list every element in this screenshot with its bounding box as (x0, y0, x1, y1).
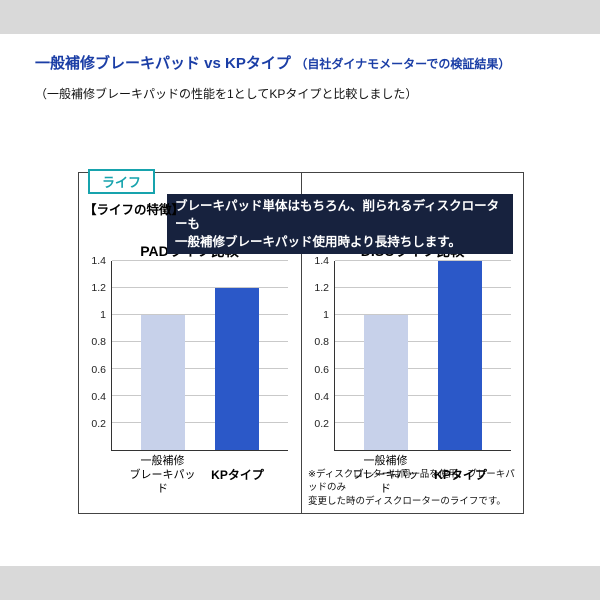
gridline (335, 287, 511, 288)
y-tick-label: 1 (100, 309, 106, 322)
pad-x-labels: 一般補修 ブレーキパッド KPタイプ (112, 455, 288, 496)
y-tick-label: 0.2 (91, 417, 106, 430)
y-tick-label: 1 (323, 309, 329, 322)
plot-area (111, 260, 288, 451)
y-tick-label: 0.8 (314, 336, 329, 349)
y-tick-label: 1.2 (314, 282, 329, 295)
y-tick-label: 0.4 (314, 390, 329, 403)
y-tick-label: 0.2 (314, 417, 329, 430)
x-label-kp: KPタイプ (434, 468, 487, 483)
gridline (112, 368, 288, 369)
gridline (112, 260, 288, 261)
gridline (112, 287, 288, 288)
pad-plot-wrap: 0.2 0.4 0.6 0.8 1 1.2 1.4 (79, 255, 300, 451)
y-tick-label: 0.6 (91, 363, 106, 376)
disc-life-chart: DISCライフ比較 0.20.40.60.811.21.4 一般補修 ブレーキパ… (302, 241, 523, 496)
gridline (335, 368, 511, 369)
top-gray-band (0, 0, 600, 34)
y-tick-label: 0.8 (91, 336, 106, 349)
disc-x-labels: 一般補修 ブレーキパッド KPタイプ (335, 455, 511, 496)
gridline (112, 314, 288, 315)
y-axis: 0.2 0.4 0.6 0.8 1 1.2 1.4 (302, 255, 334, 451)
y-tick-label: 0.4 (91, 390, 106, 403)
life-panel: ライフ 【ライフの特徴】 ブレーキパッド単体はもちろん、削られるディスクローター… (78, 169, 524, 514)
bar-standard-pad (141, 315, 185, 450)
bottom-gray-band (0, 566, 600, 600)
bar-kp-type (438, 261, 482, 450)
page-subtitle: （一般補修ブレーキパッドの性能を1としてKPタイプと比較しました） (35, 87, 418, 101)
y-axis: 0.2 0.4 0.6 0.8 1 1.2 1.4 (79, 255, 111, 451)
y-tick-label: 1.2 (91, 282, 106, 295)
gridline (335, 314, 511, 315)
gridline (112, 341, 288, 342)
disc-plot-wrap: 0.2 0.4 0.6 0.8 1 1.2 1.4 (302, 255, 523, 451)
gridline (335, 260, 511, 261)
feature-heading: 【ライフの特徴】 (84, 203, 185, 217)
y-tick-label: 1.4 (314, 255, 329, 267)
y-tick-label: 1.4 (91, 255, 106, 267)
title-note: （自社ダイナモメーターでの検証結果） (295, 57, 511, 71)
plot-area (334, 260, 511, 451)
page-title: 一般補修ブレーキパッド vs KPタイプ （自社ダイナモメーターでの検証結果） (35, 52, 510, 73)
x-label-kp: KPタイプ (211, 468, 264, 483)
x-label-standard: 一般補修 ブレーキパッド (352, 455, 419, 495)
y-tick-label: 0.6 (314, 363, 329, 376)
gridline (112, 395, 288, 396)
gridline (335, 341, 511, 342)
life-tab-label: ライフ (88, 169, 156, 194)
disc-chart-footnote: ※ディスクローターは同一品を使用、ブレーキパッドのみ 変更した時のディスクロータ… (308, 469, 515, 507)
feature-description: ブレーキパッド単体はもちろん、削られるディスクローターも 一般補修ブレーキパッド… (167, 194, 513, 255)
bar-standard-pad (364, 315, 408, 450)
gridline (112, 422, 288, 423)
gridline (335, 422, 511, 423)
bar-kp-type (215, 288, 259, 450)
gridline (335, 395, 511, 396)
panel-divider (301, 173, 302, 513)
pad-life-chart: PADライフ比較 0.20.40.60.811.21.4 一般補修 ブレーキパッ… (79, 241, 300, 496)
title-main: 一般補修ブレーキパッド vs KPタイプ (35, 55, 291, 72)
x-label-standard: 一般補修 ブレーキパッド (129, 455, 196, 495)
